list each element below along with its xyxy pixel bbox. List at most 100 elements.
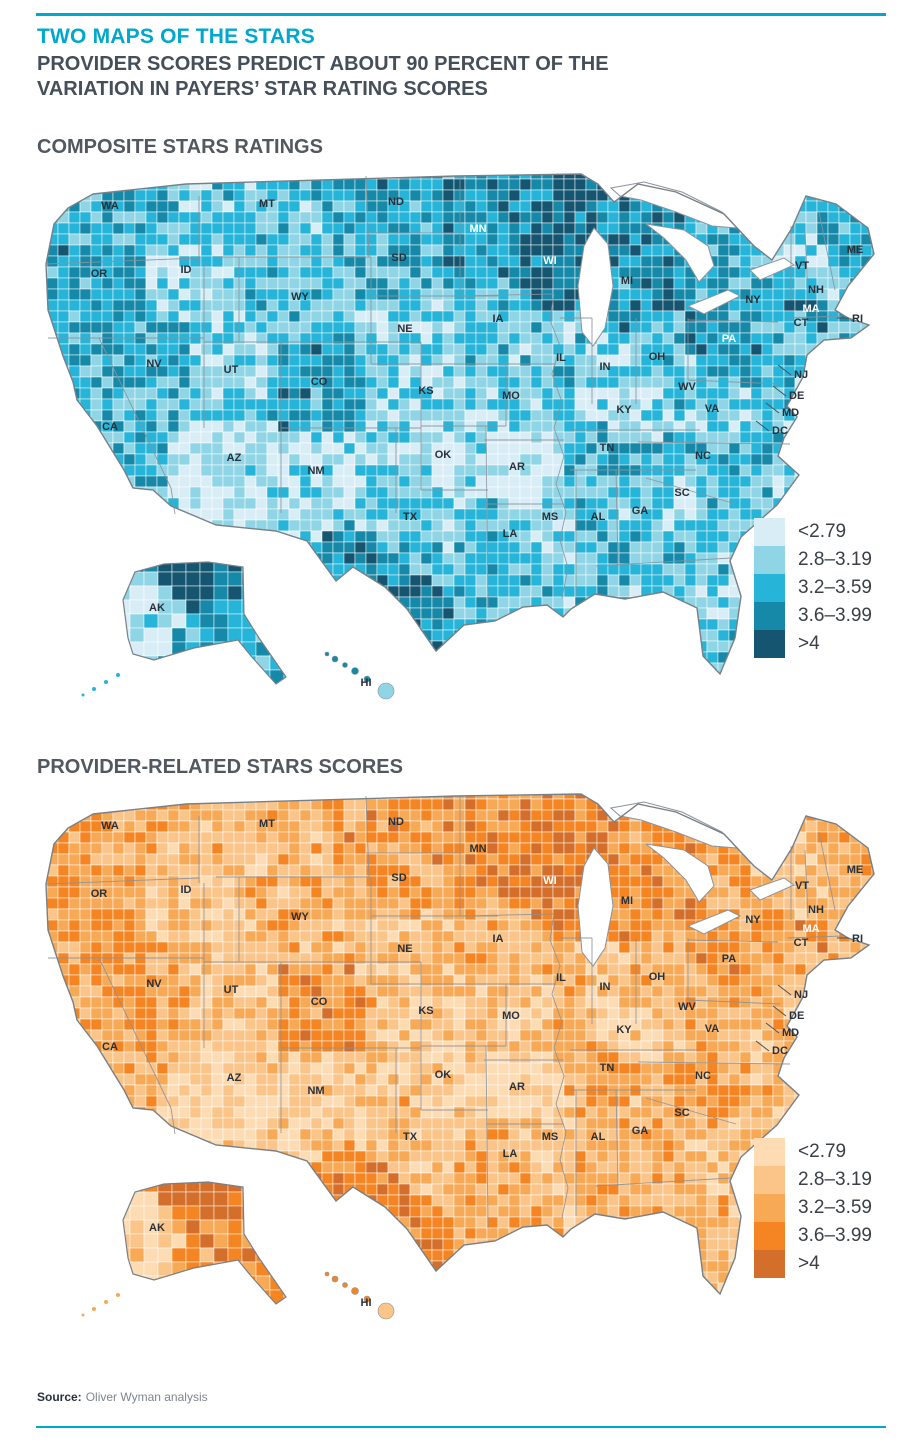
great-lake — [686, 909, 742, 935]
state-label-NM: NM — [307, 465, 324, 477]
state-label-LA: LA — [503, 528, 518, 540]
state-label-CA: CA — [102, 421, 118, 433]
legend-swatch — [754, 1138, 786, 1166]
aleutian-island — [104, 680, 108, 684]
legend-row: 3.6–3.99 — [754, 1222, 872, 1250]
state-label-UT: UT — [224, 364, 239, 376]
state-label-AR: AR — [509, 461, 525, 473]
state-label-MN: MN — [469, 223, 486, 235]
great-lake — [645, 223, 715, 283]
legend-row: 3.2–3.59 — [754, 1194, 872, 1222]
state-label-DE: DE — [789, 390, 804, 402]
state-label-IN: IN — [600, 361, 611, 373]
hawaii-island — [377, 682, 395, 700]
state-label-RI: RI — [852, 933, 863, 945]
legend-swatch — [754, 602, 786, 630]
legend-label: 2.8–3.19 — [798, 1169, 872, 1190]
state-label-ID: ID — [181, 884, 192, 896]
state-label-UT: UT — [224, 984, 239, 996]
state-label-NV: NV — [146, 978, 162, 990]
state-label-NH: NH — [808, 284, 824, 296]
state-label-WY: WY — [291, 291, 309, 303]
map2-panel: WA OR CA NV ID MT WY UT CO AZ NM ND SD NE KS OK TX MN IA MO… — [36, 788, 886, 1343]
state-label-ME: ME — [847, 864, 864, 876]
state-label-NJ: NJ — [794, 989, 808, 1001]
county-mosaic-ak — [123, 1182, 286, 1304]
hawaii-island — [324, 1271, 330, 1277]
aleutian-island — [116, 673, 120, 677]
state-label-MD: MD — [782, 1027, 799, 1039]
legend-label: 2.8–3.19 — [798, 549, 872, 570]
state-borders — [45, 795, 843, 1229]
hawaii-island — [342, 662, 348, 668]
state-label-CA: CA — [102, 1041, 118, 1053]
legend-row: 2.8–3.19 — [754, 546, 872, 574]
state-label-MS: MS — [542, 511, 559, 523]
state-label-KS: KS — [418, 385, 433, 397]
state-label-HI: HI — [361, 677, 372, 689]
state-label-MO: MO — [502, 390, 520, 402]
great-lake — [609, 181, 739, 229]
state-label-MI: MI — [621, 275, 633, 287]
legend-label: <2.79 — [798, 521, 847, 542]
state-label-AZ: AZ — [227, 1072, 242, 1084]
state-label-WV: WV — [678, 381, 696, 393]
great-lake — [686, 289, 742, 315]
legend-row: 3.6–3.99 — [754, 602, 872, 630]
state-label-WI: WI — [543, 255, 556, 267]
legend-row: <2.79 — [754, 1138, 872, 1166]
state-label-DC: DC — [772, 1045, 788, 1057]
state-label-NJ: NJ — [794, 369, 808, 381]
state-label-AK: AK — [149, 602, 165, 614]
legend-swatch — [754, 1222, 786, 1250]
hawaii-island — [377, 1302, 395, 1320]
state-label-OK: OK — [435, 449, 452, 461]
great-lake — [577, 847, 614, 967]
hawaii-island — [324, 651, 330, 657]
state-label-SC: SC — [674, 1107, 689, 1119]
hawaii-island — [342, 1282, 348, 1288]
state-label-DC: DC — [772, 425, 788, 437]
state-label-CO: CO — [311, 996, 328, 1008]
state-label-ID: ID — [181, 264, 192, 276]
state-label-VT: VT — [795, 260, 809, 272]
alaska-outline — [122, 561, 287, 685]
hawaii-island — [331, 1275, 339, 1283]
great-lake — [645, 843, 715, 903]
state-label-OH: OH — [649, 971, 666, 983]
state-label-PA: PA — [722, 333, 737, 345]
state-label-IA: IA — [493, 313, 504, 325]
state-label-KS: KS — [418, 1005, 433, 1017]
state-label-WA: WA — [101, 200, 119, 212]
state-label-NC: NC — [695, 450, 711, 462]
state-label-NY: NY — [745, 294, 761, 306]
county-mosaic-ak — [123, 562, 286, 684]
state-label-DE: DE — [789, 1010, 804, 1022]
provider-stars-choropleth-map: WA OR CA NV ID MT WY UT CO AZ NM ND SD NE KS OK TX MN IA MO… — [45, 793, 875, 1320]
legend-label: 3.6–3.99 — [798, 605, 872, 626]
state-label-RI: RI — [852, 313, 863, 325]
subtitle-line-2: VARIATION IN PAYERS’ STAR RATING SCORES — [37, 78, 488, 100]
state-label-SC: SC — [674, 487, 689, 499]
great-lake — [609, 801, 739, 849]
state-label-OR: OR — [91, 888, 108, 900]
state-label-TN: TN — [600, 1062, 615, 1074]
state-label-TN: TN — [600, 442, 615, 454]
state-label-WV: WV — [678, 1001, 696, 1013]
state-label-NE: NE — [397, 943, 412, 955]
state-label-WY: WY — [291, 911, 309, 923]
state-label-CT: CT — [794, 937, 809, 949]
us-outline — [45, 793, 875, 1296]
state-label-OK: OK — [435, 1069, 452, 1081]
hawaii-island — [351, 667, 359, 675]
state-label-OH: OH — [649, 351, 666, 363]
state-label-WI: WI — [543, 875, 556, 887]
state-label-MA: MA — [802, 303, 819, 315]
legend-label: 3.2–3.59 — [798, 577, 872, 598]
map2-title: PROVIDER-RELATED STARS SCORES — [37, 756, 403, 778]
state-label-ND: ND — [388, 816, 404, 828]
state-label-LA: LA — [503, 1148, 518, 1160]
state-label-VA: VA — [705, 403, 720, 415]
legend-label: >4 — [798, 633, 820, 654]
